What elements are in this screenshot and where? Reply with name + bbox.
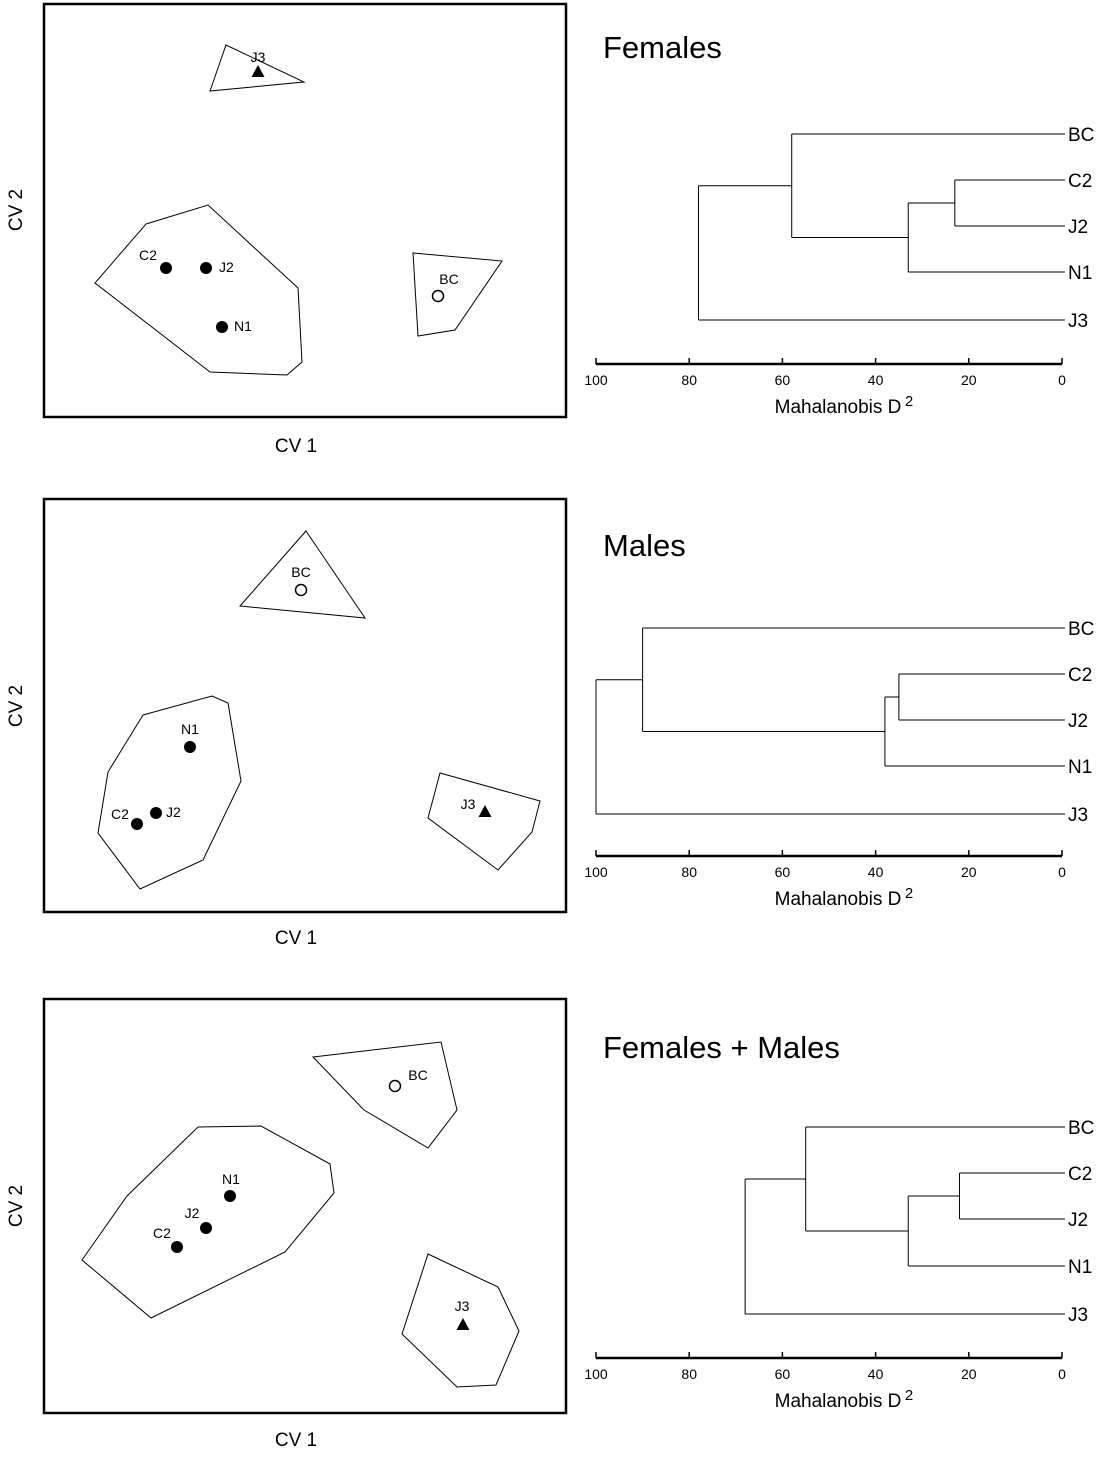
point-label-n1: N1 [222, 1171, 240, 1187]
point-j2 [200, 262, 212, 274]
leaf-label-j2: J2 [1068, 711, 1088, 732]
x-tick-label: 20 [961, 372, 977, 388]
cv-scatter-panel-2: CV 1 CV 2 BC N1 C2 J2 J3 [6, 497, 568, 949]
point-label-c2: C2 [153, 1225, 171, 1241]
x-tick-label: 100 [584, 1366, 608, 1382]
leaf-label-n1: N1 [1068, 1257, 1092, 1278]
y-axis-label: CV 2 [6, 1185, 27, 1227]
leaf-label-j2: J2 [1068, 1210, 1088, 1231]
panel-title: Females [603, 30, 722, 65]
x-axis-label: CV 1 [275, 928, 317, 949]
x-tick-label: 80 [681, 864, 697, 880]
leaf-label-c2: C2 [1068, 665, 1092, 686]
point-label-j2: J2 [219, 259, 234, 275]
group-hull-2 [94, 204, 303, 376]
panel-title: Males [603, 528, 686, 563]
leaf-label-j3: J3 [1068, 805, 1088, 826]
leaf-label-bc: BC [1068, 1118, 1094, 1139]
point-label-n1: N1 [234, 318, 252, 334]
x-tick-label: 40 [868, 864, 884, 880]
group-hull-1 [238, 530, 367, 619]
point-label-j3: J3 [251, 49, 266, 65]
point-bc [388, 1079, 402, 1093]
x-axis-label-superscript: 2 [905, 1387, 913, 1404]
x-tick-label: 0 [1058, 1366, 1066, 1382]
group-hull-3 [401, 1253, 520, 1388]
cv-scatter-panel-3: CV 1 CV 2 BC N1 J2 C2 J3 [6, 997, 568, 1451]
point-j2 [200, 1222, 212, 1234]
x-tick-label: 80 [681, 1366, 697, 1382]
point-label-j2: J2 [166, 804, 181, 820]
point-n1 [184, 741, 196, 753]
point-bc [294, 583, 308, 597]
group-hull-1 [209, 44, 306, 92]
x-axis-label: CV 1 [275, 436, 317, 457]
group-hull-3 [427, 772, 541, 871]
x-tick-label: 80 [681, 372, 697, 388]
leaf-label-n1: N1 [1068, 263, 1092, 284]
leaf-label-c2: C2 [1068, 171, 1092, 192]
group-hull-1 [311, 1041, 458, 1149]
cv-scatter-panel-1: CV 1 CV 2 J3 C2 J2 N1 BC [6, 2, 568, 457]
point-label-c2: C2 [111, 806, 129, 822]
plot-frame [42, 997, 568, 1415]
x-axis-label: Mahalanobis D [775, 889, 902, 910]
point-label-bc: BC [408, 1067, 427, 1083]
point-label-bc: BC [291, 564, 310, 580]
plot-frame [42, 497, 568, 914]
x-axis-label: Mahalanobis D [775, 1391, 902, 1412]
leaf-label-bc: BC [1068, 619, 1094, 640]
x-tick-label: 100 [584, 864, 608, 880]
y-axis-label: CV 2 [6, 685, 27, 727]
leaf-label-bc: BC [1068, 125, 1094, 146]
x-tick-label: 0 [1058, 864, 1066, 880]
x-axis-label-superscript: 2 [905, 885, 913, 902]
point-bc [431, 289, 445, 303]
leaf-label-n1: N1 [1068, 757, 1092, 778]
x-tick-label: 20 [961, 864, 977, 880]
x-tick-label: 20 [961, 1366, 977, 1382]
point-n1 [224, 1190, 236, 1202]
point-c2 [131, 818, 143, 830]
leaf-label-j3: J3 [1068, 311, 1088, 332]
leaf-label-j3: J3 [1068, 1305, 1088, 1326]
point-c2 [160, 262, 172, 274]
y-axis-label: CV 2 [6, 189, 27, 231]
x-tick-label: 40 [868, 1366, 884, 1382]
point-c2 [171, 1241, 183, 1253]
group-hull-3 [412, 252, 503, 337]
point-label-j3: J3 [455, 1298, 470, 1314]
group-hull-2 [81, 1125, 335, 1319]
point-j3 [251, 65, 265, 77]
group-hull-2 [97, 695, 242, 890]
point-label-j3: J3 [461, 796, 476, 812]
dendrogram-panel-2: Males 100 80 60 40 20 0 Mahalanobis D 2 BC C2 J2 N1 J… [584, 528, 1094, 910]
x-axis-label: CV 1 [275, 1430, 317, 1451]
plot-frame [42, 2, 568, 419]
x-tick-label: 60 [775, 372, 791, 388]
dendrogram-panel-1: Females 100 80 60 40 20 0 Mahalanobis D 2 BC C2 J2 N… [584, 30, 1094, 418]
dendrogram-panel-3: Females + Males 100 80 60 40 20 0 Mahalanobis D… [584, 1030, 1094, 1412]
point-j3 [456, 1318, 470, 1330]
point-j2 [150, 807, 162, 819]
x-tick-label: 40 [868, 372, 884, 388]
point-label-c2: C2 [139, 247, 157, 263]
x-axis-label: Mahalanobis D [775, 397, 902, 418]
x-tick-label: 60 [775, 1366, 791, 1382]
point-label-n1: N1 [181, 721, 199, 737]
point-n1 [216, 321, 228, 333]
point-label-bc: BC [439, 271, 458, 287]
leaf-label-c2: C2 [1068, 1164, 1092, 1185]
x-tick-label: 100 [584, 372, 608, 388]
leaf-label-j2: J2 [1068, 217, 1088, 238]
panel-title: Females + Males [603, 1030, 840, 1065]
point-j3 [478, 805, 492, 817]
point-label-j2: J2 [185, 1205, 200, 1221]
x-tick-label: 60 [775, 864, 791, 880]
x-axis-label-superscript: 2 [905, 393, 913, 410]
x-tick-label: 0 [1058, 372, 1066, 388]
